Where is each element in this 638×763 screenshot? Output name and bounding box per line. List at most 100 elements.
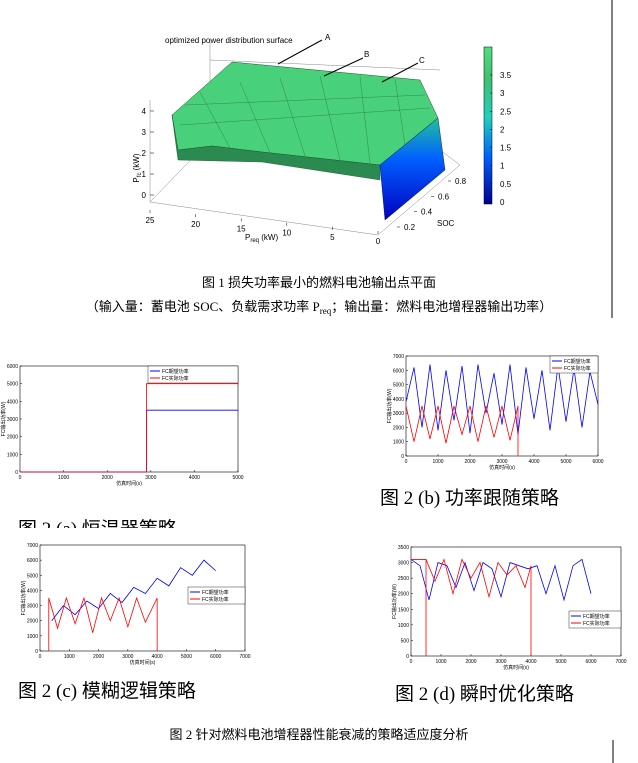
legend-label: FC实际功率 xyxy=(564,365,591,372)
y-tick-label: 1500 xyxy=(398,607,409,613)
subfigure-caption: 图 2 (b) 功率跟随策略 xyxy=(380,487,559,509)
x-tick-label: 5000 xyxy=(181,654,192,660)
x-tick-label: 3000 xyxy=(495,659,506,665)
y-tick-label: 6000 xyxy=(7,364,18,370)
series-line xyxy=(410,558,592,602)
legend-label: FC期望功率 xyxy=(202,589,229,596)
x-tick-label: 5000 xyxy=(232,475,243,481)
y-tick-label: 7000 xyxy=(393,354,404,360)
y-tick-label: 500 xyxy=(401,638,410,644)
y-tick-label: 3000 xyxy=(398,561,409,567)
x-tick-label: 4000 xyxy=(525,659,536,665)
surface-drop xyxy=(379,117,446,221)
y-tick-label: 1000 xyxy=(393,440,404,446)
y-tick-label: 5000 xyxy=(393,383,404,389)
z-tick-label: 4 xyxy=(142,107,147,116)
figure-note: （输入量：蓄电池 SOC、负载需求功率 Preq；输出量：燃料电池增程器输出功率… xyxy=(86,299,553,316)
y-tick-label: 2000 xyxy=(393,425,404,431)
series-line xyxy=(20,383,238,473)
x-tick-label: 6000 xyxy=(585,659,596,665)
plot: 0 1000 2000 3000 4000 5000 0 1000 2000 3000 4000 50… xyxy=(0,364,244,540)
y-tick-label: 3000 xyxy=(7,417,18,423)
y-tick-label: 0.4 xyxy=(421,208,433,217)
y-tick-label: 1000 xyxy=(398,623,409,629)
legend-box xyxy=(568,610,622,629)
legend-label: FC期望功率 xyxy=(564,358,591,365)
z-tick-label: 2 xyxy=(142,149,147,158)
y-axis-label: FC输出功率(W) xyxy=(0,401,7,436)
y-tick-label: 2000 xyxy=(398,592,409,598)
pointer xyxy=(381,62,419,83)
plot: 0 1000 2000 3000 4000 5000 6000 7000 0 500 1000 150… xyxy=(391,545,627,705)
y-tick-label: 0 xyxy=(406,654,409,660)
y-axis-label: SOC xyxy=(437,219,455,228)
x-tick-label: 1000 xyxy=(435,659,446,665)
x-tick-label: 25 xyxy=(146,216,155,225)
series-line xyxy=(51,559,216,621)
y-tick-label: 2000 xyxy=(7,435,18,441)
colorbar-tick-label: 0 xyxy=(500,198,505,207)
series-line xyxy=(48,596,158,651)
x-axis-label: 仿真时间(s) xyxy=(130,659,156,666)
x-tick-label: 5 xyxy=(330,233,335,242)
y-tick-label: 0 xyxy=(35,649,38,655)
y-tick-label: 0.6 xyxy=(438,192,450,201)
y-tick-label: 5000 xyxy=(27,573,38,579)
subfigure-caption: 图 2 (a) 恒温器策略 xyxy=(18,518,177,540)
z-axis-label: Pfc (kW) xyxy=(132,153,143,182)
x-tick-label: 6000 xyxy=(210,654,221,660)
x-tick-label: 3000 xyxy=(122,654,133,660)
x-axis-label: Preq (kW) xyxy=(245,233,278,244)
x-tick-label: 4000 xyxy=(152,654,163,660)
x-axis-label: 仿真时间(s) xyxy=(489,464,515,471)
marker-label: C xyxy=(419,56,425,65)
legend-box xyxy=(147,365,239,384)
legend-label: FC实际功率 xyxy=(162,375,189,382)
x-tick-label: 15 xyxy=(237,224,246,233)
x-tick-label: 5000 xyxy=(560,459,571,465)
surface-title: optimized power distribution surface xyxy=(165,36,293,45)
y-tick-label: 1000 xyxy=(27,634,38,640)
subfigure-caption: 图 2 (c) 模糊逻辑策略 xyxy=(18,680,196,702)
y-tick-label: 0.8 xyxy=(455,177,467,186)
legend-box xyxy=(549,355,599,374)
colorbar-tick-label: 2.5 xyxy=(500,107,512,116)
x-axis-label: 仿真时间(s) xyxy=(116,480,142,487)
y-tick-label: 0.2 xyxy=(404,223,416,232)
x-tick-label: 0 xyxy=(410,659,413,665)
surface-mesh xyxy=(179,75,431,164)
plot: 0 1000 2000 3000 4000 5000 6000 7000 0 1000 2000 30… xyxy=(18,543,251,702)
colorbar-tick-label: 1 xyxy=(500,162,505,171)
x-tick-label: 4000 xyxy=(528,459,539,465)
y-tick-label: 3500 xyxy=(398,545,409,551)
x-tick-label: 3000 xyxy=(145,475,156,481)
legend-label: FC实际功率 xyxy=(583,620,610,627)
legend-label: FC实际功率 xyxy=(202,596,229,603)
x-tick-label: 2000 xyxy=(465,659,476,665)
x-tick-label: 0 xyxy=(376,237,381,246)
x-tick-label: 7000 xyxy=(239,654,250,660)
marker-label: A xyxy=(325,33,331,42)
x-tick-label: 10 xyxy=(282,229,291,238)
subfigure-caption: 图 2 (d) 瞬时优化策略 xyxy=(395,683,574,705)
pointer xyxy=(323,57,364,77)
y-tick-label: 4000 xyxy=(27,588,38,594)
figure-caption: 图 1 损失功率最小的燃料电池输出点平面 xyxy=(202,275,436,290)
marker-label: B xyxy=(364,50,369,59)
x-tick-label: 0 xyxy=(39,654,42,660)
y-tick-label: 1000 xyxy=(7,452,18,458)
x-tick-label: 4000 xyxy=(189,475,200,481)
x-axis-label: 仿真时间(s) xyxy=(503,664,529,671)
x-tick-label: 0 xyxy=(405,459,408,465)
y-axis-label: FC输出功率(W) xyxy=(386,388,393,423)
y-tick-label: 7000 xyxy=(27,543,38,549)
colorbar-tick-label: 3.5 xyxy=(500,71,512,80)
y-tick-label: 2000 xyxy=(27,619,38,625)
colorbar-tick-label: 2 xyxy=(500,125,505,134)
legend-label: FC期望功率 xyxy=(162,368,189,375)
x-tick-label: 2000 xyxy=(464,459,475,465)
y-tick-label: 4000 xyxy=(7,399,18,405)
legend-label: FC期望功率 xyxy=(583,613,610,620)
x-tick-label: 1000 xyxy=(64,654,75,660)
